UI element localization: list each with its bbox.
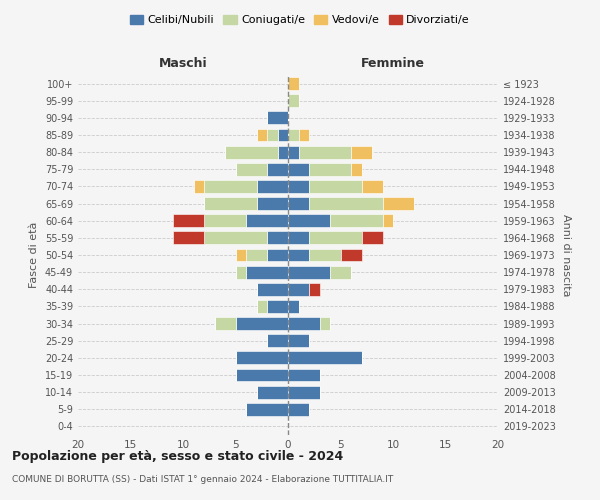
Text: Popolazione per età, sesso e stato civile - 2024: Popolazione per età, sesso e stato civil… bbox=[12, 450, 343, 463]
Bar bbox=[267, 128, 277, 141]
Bar bbox=[288, 403, 309, 415]
Bar bbox=[330, 266, 351, 278]
Bar bbox=[288, 180, 309, 193]
Bar bbox=[204, 180, 257, 193]
Bar bbox=[288, 128, 299, 141]
Bar bbox=[320, 317, 330, 330]
Bar bbox=[288, 317, 320, 330]
Bar bbox=[246, 266, 288, 278]
Bar bbox=[277, 128, 288, 141]
Text: Femmine: Femmine bbox=[361, 57, 425, 70]
Bar bbox=[267, 300, 288, 313]
Bar bbox=[277, 146, 288, 158]
Bar bbox=[288, 266, 330, 278]
Bar bbox=[246, 248, 267, 262]
Bar bbox=[351, 163, 361, 175]
Bar bbox=[267, 334, 288, 347]
Bar bbox=[309, 163, 351, 175]
Bar bbox=[246, 214, 288, 227]
Bar bbox=[215, 317, 235, 330]
Text: Maschi: Maschi bbox=[158, 57, 208, 70]
Bar bbox=[288, 146, 299, 158]
Bar bbox=[288, 352, 361, 364]
Bar bbox=[299, 146, 351, 158]
Bar bbox=[257, 386, 288, 398]
Bar bbox=[288, 214, 330, 227]
Bar bbox=[361, 180, 383, 193]
Bar bbox=[267, 248, 288, 262]
Bar bbox=[288, 248, 309, 262]
Bar bbox=[257, 283, 288, 296]
Bar bbox=[193, 180, 204, 193]
Y-axis label: Anni di nascita: Anni di nascita bbox=[561, 214, 571, 296]
Bar bbox=[288, 283, 309, 296]
Bar bbox=[299, 128, 309, 141]
Bar bbox=[235, 163, 267, 175]
Bar bbox=[267, 232, 288, 244]
Bar bbox=[288, 163, 309, 175]
Bar bbox=[257, 300, 267, 313]
Bar bbox=[288, 368, 320, 382]
Bar bbox=[309, 232, 361, 244]
Bar bbox=[288, 334, 309, 347]
Bar bbox=[225, 146, 277, 158]
Legend: Celibi/Nubili, Coniugati/e, Vedovi/e, Divorziati/e: Celibi/Nubili, Coniugati/e, Vedovi/e, Di… bbox=[125, 10, 475, 30]
Bar bbox=[246, 403, 288, 415]
Bar bbox=[204, 197, 257, 210]
Bar bbox=[257, 197, 288, 210]
Bar bbox=[309, 180, 361, 193]
Bar bbox=[235, 248, 246, 262]
Bar bbox=[235, 352, 288, 364]
Bar bbox=[257, 128, 267, 141]
Bar bbox=[309, 197, 383, 210]
Bar bbox=[267, 163, 288, 175]
Bar bbox=[383, 214, 393, 227]
Y-axis label: Fasce di età: Fasce di età bbox=[29, 222, 39, 288]
Bar bbox=[288, 300, 299, 313]
Bar bbox=[309, 248, 341, 262]
Bar bbox=[235, 266, 246, 278]
Bar bbox=[235, 317, 288, 330]
Bar bbox=[341, 248, 361, 262]
Bar bbox=[235, 368, 288, 382]
Bar bbox=[204, 214, 246, 227]
Bar bbox=[288, 77, 299, 90]
Bar bbox=[288, 94, 299, 107]
Bar bbox=[330, 214, 383, 227]
Bar bbox=[309, 283, 320, 296]
Bar bbox=[361, 232, 383, 244]
Bar bbox=[351, 146, 372, 158]
Bar bbox=[288, 386, 320, 398]
Bar bbox=[173, 232, 204, 244]
Bar bbox=[173, 214, 204, 227]
Bar bbox=[204, 232, 267, 244]
Bar bbox=[267, 112, 288, 124]
Bar bbox=[288, 232, 309, 244]
Bar bbox=[257, 180, 288, 193]
Bar bbox=[288, 197, 309, 210]
Text: COMUNE DI BORUTTA (SS) - Dati ISTAT 1° gennaio 2024 - Elaborazione TUTTITALIA.IT: COMUNE DI BORUTTA (SS) - Dati ISTAT 1° g… bbox=[12, 475, 393, 484]
Bar bbox=[383, 197, 414, 210]
